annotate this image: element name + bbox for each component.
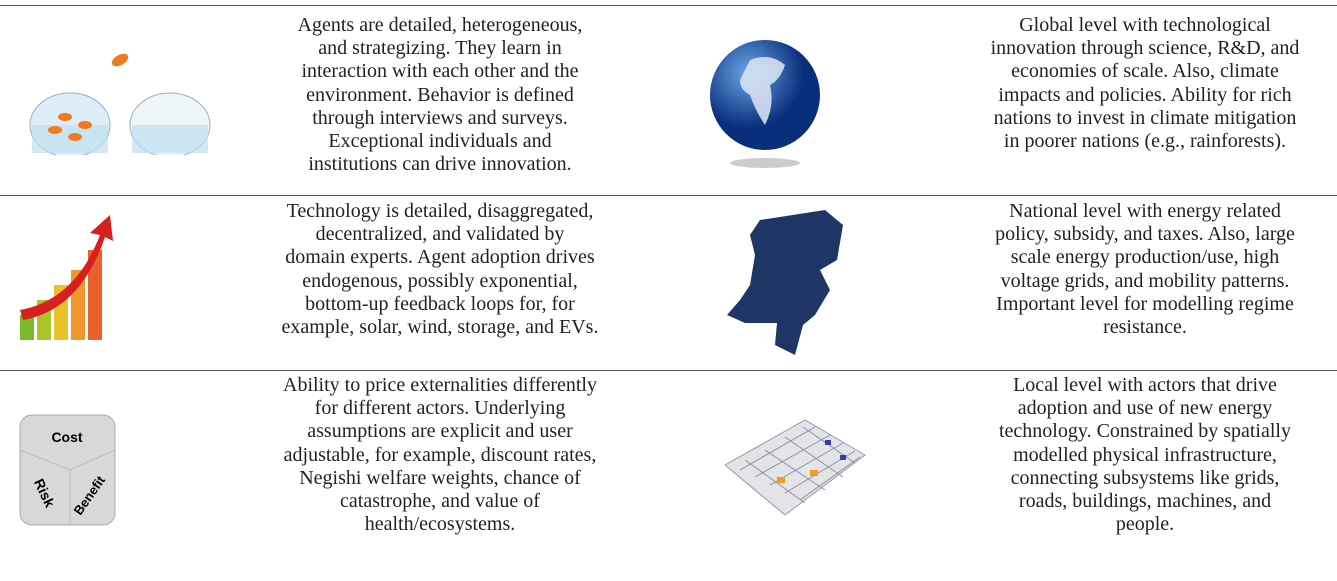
- text-line: connecting subsystems like grids,: [1010, 466, 1280, 489]
- text-line: innovation through science, R&D, and: [990, 37, 1300, 60]
- rule: [0, 370, 1337, 371]
- text-line: people.: [1115, 513, 1175, 536]
- text-line: resistance.: [1103, 316, 1187, 339]
- text-line: Global level with technological: [1019, 14, 1271, 36]
- text-line: Ability to price externalities different…: [283, 374, 597, 396]
- city-map-icon: [724, 419, 866, 516]
- text-line: in poorer nations (e.g., rainforests).: [1003, 130, 1287, 153]
- text-line: technology. Constrained by spatially: [999, 420, 1291, 443]
- text-line: Agents are detailed, heterogeneous,: [297, 14, 583, 36]
- text-line: adoption and use of new energy: [1017, 397, 1273, 420]
- text-line: scale energy production/use, high: [1010, 246, 1280, 269]
- netherlands-map-icon: [727, 210, 843, 355]
- globe-icon: [710, 40, 820, 168]
- text-line: decentralized, and validated by: [315, 223, 565, 246]
- text-line: through interviews and surveys.: [312, 106, 568, 129]
- text-line: interaction with each other and the: [301, 60, 579, 83]
- text-line: voltage grids, and mobility patterns.: [1000, 269, 1290, 292]
- description-cell: Global level with technological innovatio…: [930, 14, 1337, 153]
- text-line: health/ecosystems.: [364, 513, 516, 536]
- rule: [0, 195, 1337, 196]
- text-line: impacts and policies. Ability for rich: [998, 83, 1292, 106]
- text-line: roads, buildings, machines, and: [1018, 490, 1272, 513]
- text-line: Local level with actors that drive: [1013, 374, 1277, 396]
- dice-label: Cost: [51, 429, 82, 445]
- text-line: Negishi welfare weights, chance of: [299, 466, 581, 489]
- dice-icon: Cost Risk Benefit: [19, 414, 116, 526]
- description-cell: Ability to price externalities different…: [230, 374, 650, 536]
- growth-chart-icon: [20, 215, 113, 340]
- rule: [0, 5, 1337, 6]
- text-line: National level with energy related: [1009, 200, 1281, 222]
- text-line: Exceptional individuals and: [328, 130, 552, 153]
- description-cell: Local level with actors that drive adopti…: [930, 374, 1337, 536]
- text-line: domain experts. Agent adoption drives: [285, 246, 595, 269]
- text-line: environment. Behavior is defined: [306, 83, 574, 106]
- text-line: Important level for modelling regime: [996, 292, 1294, 315]
- text-line: modelled physical infrastructure,: [1013, 443, 1277, 466]
- text-line: policy, subsidy, and taxes. Also, large: [995, 223, 1295, 246]
- description-cell: Agents are detailed, heterogeneous, and s…: [230, 14, 650, 176]
- text-line: nations to invest in climate mitigation: [993, 106, 1297, 129]
- text-line: for different actors. Underlying: [314, 397, 566, 420]
- text-line: and strategizing. They learn in: [318, 37, 562, 60]
- text-line: bottom-up feedback loops for, for: [305, 292, 575, 315]
- text-line: assumptions are explicit and user: [307, 420, 573, 443]
- text-line: institutions can drive innovation.: [308, 153, 572, 176]
- text-line: economies of scale. Also, climate: [1011, 60, 1279, 83]
- text-line: endogenous, possibly exponential,: [302, 269, 578, 292]
- text-line: example, solar, wind, storage, and EVs.: [281, 316, 599, 339]
- description-cell: National level with energy related policy…: [930, 200, 1337, 339]
- description-cell: Technology is detailed, disaggregated, de…: [230, 200, 650, 339]
- text-line: adjustable, for example, discount rates,: [283, 443, 597, 466]
- text-line: Technology is detailed, disaggregated,: [286, 200, 594, 222]
- fishbowl-icon: [29, 53, 211, 155]
- text-line: catastrophe, and value of: [340, 490, 540, 513]
